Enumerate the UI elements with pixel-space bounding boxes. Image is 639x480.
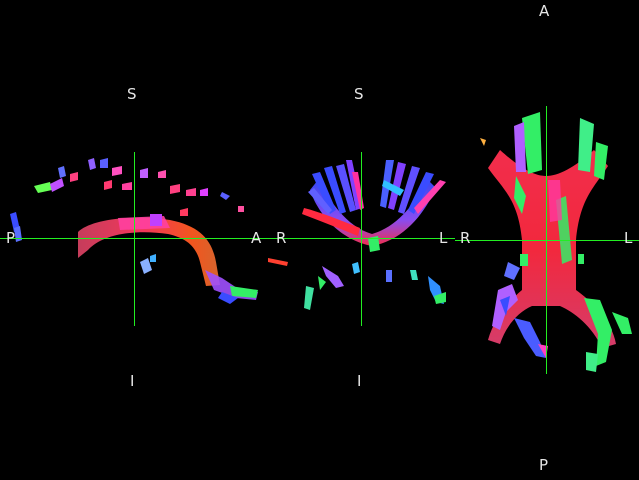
sagittal-fibers [10,158,288,304]
sagittal-label-inferior: I [130,372,135,390]
sagittal-label-posterior: P [6,229,16,247]
axial-view [455,106,639,374]
axial-label-right: R [460,229,471,247]
coronal-view [275,152,455,326]
axial-label-anterior: A [539,2,550,20]
sagittal-label-anterior: A [251,229,262,247]
coronal-label-inferior: I [357,372,362,390]
coronal-crosshair [275,152,455,326]
axial-label-posterior: P [539,456,549,474]
coronal-fibers [302,160,446,310]
axial-label-left: L [624,229,633,247]
sagittal-label-superior: S [127,85,137,103]
coronal-label-superior: S [354,85,364,103]
axial-fibers [480,112,632,372]
axial-crosshair [455,106,639,374]
coronal-label-right: R [276,229,287,247]
sagittal-view [0,152,288,326]
sagittal-crosshair [0,152,275,326]
coronal-label-left: L [439,229,448,247]
